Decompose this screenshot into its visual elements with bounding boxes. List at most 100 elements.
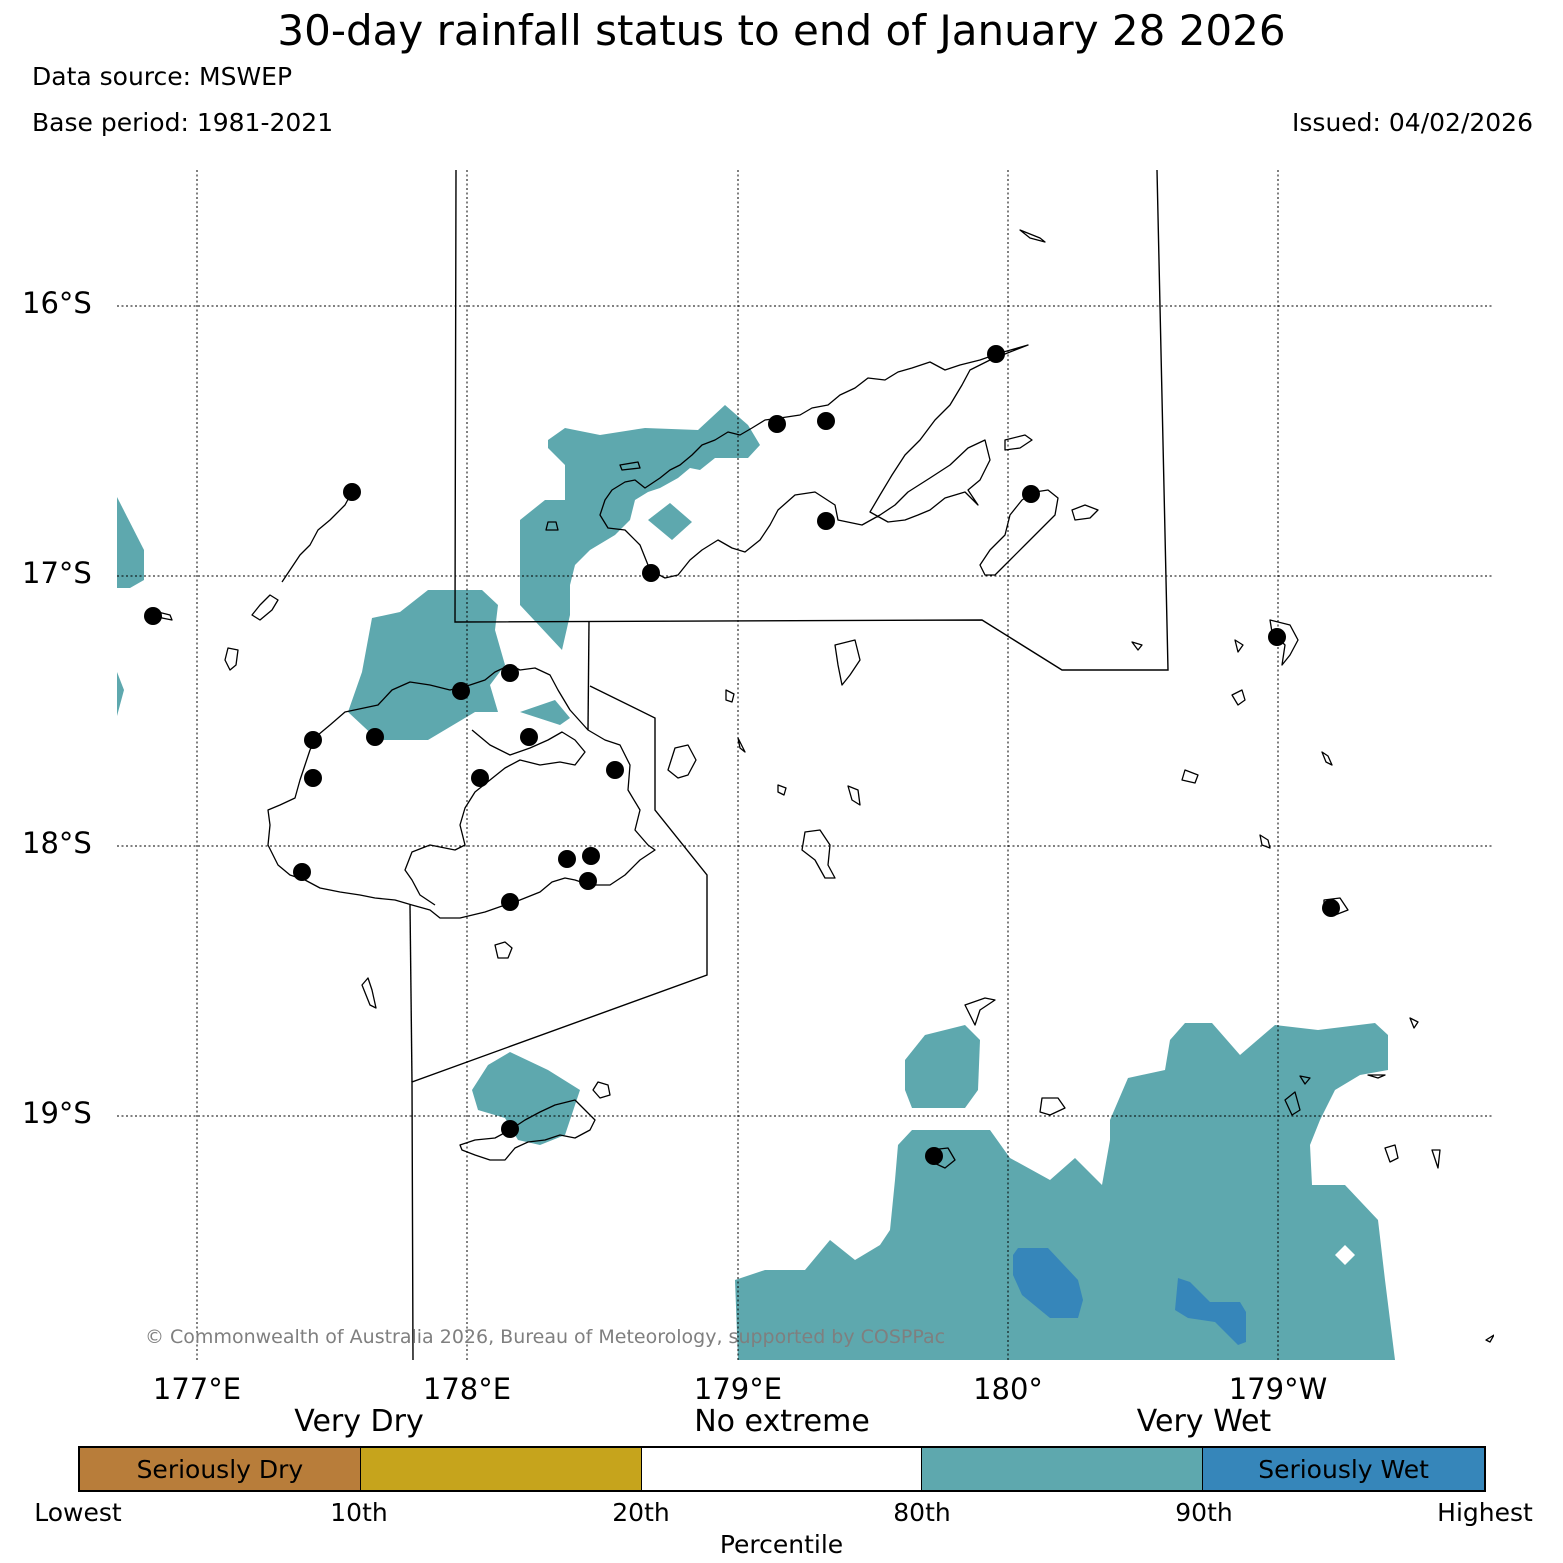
coastline-oneata (1367, 1074, 1386, 1079)
coastline-mago (1259, 834, 1271, 849)
very-wet-region-west-edge-2 (117, 672, 124, 716)
station-marker (1268, 628, 1286, 646)
lat-label-17s: 17°S (22, 556, 92, 590)
legend-segment-no-extreme (641, 1448, 923, 1490)
station-marker (606, 761, 624, 779)
coastline-ono (1284, 1091, 1301, 1116)
station-marker (582, 847, 600, 865)
coastline-moala (964, 997, 996, 1026)
percentile-label-20th: 20th (612, 1498, 670, 1527)
very-wet-region-west-edge (117, 497, 144, 588)
coastline-tuvuca (1231, 689, 1246, 706)
legend-category-no-extreme: No extreme (694, 1404, 870, 1439)
graticule (117, 170, 1494, 1360)
legend-category-very-wet: Very Wet (1136, 1404, 1272, 1439)
very-wet-region-north-viti-levu (348, 590, 505, 740)
copyright-notice: © Commonwealth of Australia 2026, Bureau… (145, 1326, 946, 1348)
coastline-cicia (1181, 769, 1199, 784)
coastline-nw-islet (1019, 229, 1046, 243)
very-wet-region-vanua-levu-inlet (648, 503, 692, 540)
percentile-label-90th: 90th (1175, 1498, 1233, 1527)
very-wet-region-kadavu (472, 1052, 580, 1145)
coastline-nairai (847, 785, 861, 806)
coastline-totoya (1039, 1097, 1066, 1116)
coastline-vatulele (361, 977, 377, 1009)
coastline-ovalau (667, 744, 697, 779)
coastline-naigani (592, 1081, 611, 1099)
lon-label-179e: 179°E (693, 1372, 783, 1406)
percentile-label-highest: Highest (1437, 1498, 1533, 1527)
station-marker (304, 731, 322, 749)
station-marker (343, 483, 361, 501)
base-period-label: Base period: 1981-2021 (32, 108, 334, 137)
coastline-yasawa-2 (251, 594, 279, 621)
station-marker (925, 1147, 943, 1165)
division-boundaries (409, 170, 1169, 1360)
seriously-wet-region-2 (1175, 1278, 1246, 1345)
legend-segment-very-wet (922, 1448, 1204, 1490)
coastline-naitauba (1234, 639, 1244, 653)
station-marker (501, 664, 519, 682)
station-marker (501, 1120, 519, 1138)
station-marker (579, 872, 597, 890)
station-marker (768, 415, 786, 433)
station-marker (366, 728, 384, 746)
station-marker (144, 607, 162, 625)
coastline-yadua (545, 521, 559, 531)
station-marker (471, 769, 489, 787)
data-source-label: Data source: MSWEP (32, 62, 293, 91)
lon-label-177e: 177°E (152, 1372, 242, 1406)
legend-axis-title: Percentile (719, 1530, 844, 1559)
coastline-qamea (1071, 504, 1099, 521)
coastline-vanua-levu (599, 344, 1029, 579)
coastline-far-east (1485, 1334, 1494, 1343)
seriously-wet-regions (1013, 1248, 1246, 1345)
station-marker (501, 893, 519, 911)
lon-label-178e: 178°E (422, 1372, 512, 1406)
coastline-wakaya (725, 689, 735, 703)
coastline-kanacea (1321, 751, 1333, 766)
station-marker (817, 412, 835, 430)
station-marker (558, 850, 576, 868)
station-marker (304, 769, 322, 787)
lat-label-19s: 19°S (22, 1096, 92, 1130)
coastline-makogai (777, 784, 787, 796)
coastline-taveuni (979, 489, 1059, 576)
percentile-label-80th: 80th (893, 1498, 951, 1527)
coastline-levuka-islet (1131, 641, 1143, 651)
legend-category-very-dry: Very Dry (294, 1404, 424, 1439)
percentile-label-lowest: Lowest (34, 1498, 122, 1527)
lon-label-180: 180° (973, 1372, 1043, 1406)
coastline-yasawa (281, 491, 353, 583)
very-wet-region-vanua-levu (520, 405, 760, 650)
station-marker (817, 512, 835, 530)
lat-label-16s: 16°S (22, 286, 92, 320)
seriously-wet-region-1 (1013, 1248, 1083, 1318)
station-marker (987, 345, 1005, 363)
station-marker (642, 564, 660, 582)
coastline-koro (834, 639, 861, 686)
coastline-kabara (1384, 1144, 1399, 1163)
coastline-mali (619, 461, 641, 471)
legend-segment-seriously-dry: Seriously Dry (80, 1448, 361, 1490)
legend-segment-seriously-wet: Seriously Wet (1203, 1448, 1484, 1490)
stations (144, 345, 1340, 1165)
coastline-vanua-vatu (1409, 1017, 1419, 1029)
very-wet-region-moala (905, 1025, 980, 1108)
coastline-mamanuca (224, 647, 239, 671)
station-marker (520, 728, 538, 746)
coastline-komo (1431, 1149, 1441, 1169)
station-marker (1022, 485, 1040, 503)
coastline-rabi (1004, 434, 1033, 451)
station-marker (293, 863, 311, 881)
coastline-moce (1299, 1075, 1311, 1085)
coastline-viti-levu-interior (404, 729, 586, 906)
coastline-koro-sea-islet (737, 737, 746, 753)
station-marker (1322, 899, 1340, 917)
percentile-label-10th: 10th (330, 1498, 388, 1527)
map-title: 30-day rainfall status to end of January… (277, 6, 1286, 55)
legend-colorbar: Seriously Dry Seriously Wet (78, 1446, 1486, 1492)
issued-date-label: Issued: 04/02/2026 (1292, 108, 1533, 137)
coastline-beqa (494, 941, 513, 959)
